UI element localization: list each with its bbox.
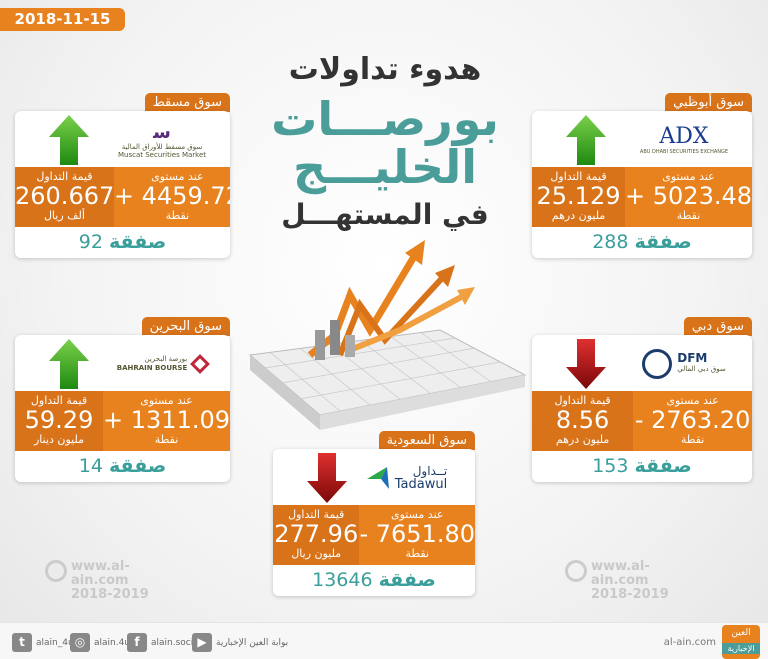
trade-value: 260.667 <box>15 182 115 210</box>
headline-line-4: في المستهـــل <box>281 198 489 231</box>
arrow-up-icon <box>49 339 89 389</box>
twitter-link[interactable]: t alain_4u <box>12 633 74 652</box>
trade-value: 277.96 <box>274 520 359 548</box>
market-name: سوق السعودية <box>378 431 475 450</box>
facebook-icon: f <box>127 633 147 652</box>
market-name: سوق مسقط <box>144 93 230 112</box>
instagram-link[interactable]: ◎ alain.4u <box>70 633 130 652</box>
rising-chart-illustration <box>248 240 527 430</box>
watermark-left: www.al-ain.com 2018-2019 <box>45 560 161 602</box>
deals-count: صفقة 288 <box>592 231 692 253</box>
index-level: + 5023.48 <box>625 182 752 210</box>
watermark-right: www.al-ain.com 2018-2019 <box>565 560 681 602</box>
arrow-up-icon <box>49 115 89 165</box>
trade-value: 25.129 <box>536 182 621 210</box>
deals-count: صفقة 92 <box>78 231 167 253</box>
twitter-icon: t <box>12 633 32 652</box>
copyright-icon <box>565 560 587 582</box>
deals-count: صفقة 153 <box>592 455 692 477</box>
arrow-down-icon <box>307 453 347 503</box>
youtube-link[interactable]: ▶ بوابة العين الإخبارية <box>192 633 288 652</box>
deals-count: صفقة 14 <box>78 455 167 477</box>
headline-line-2: بورصـــات <box>271 92 499 146</box>
dfm-logo: DFM سوق دبي المالي <box>634 345 734 383</box>
index-level: - 7651.80 <box>359 520 475 548</box>
trade-value: 59.29 <box>24 406 94 434</box>
market-name: سوق دبي <box>683 317 752 336</box>
headline-line-3: الخليـــج <box>292 140 478 194</box>
date-badge: 2018-11-15 <box>0 8 125 31</box>
arrow-down-icon <box>566 339 606 389</box>
copyright-icon <box>45 560 67 582</box>
al-ain-logo: العين الإخبارية <box>722 625 760 659</box>
trade-value: 8.56 <box>555 406 610 434</box>
instagram-icon: ◎ <box>70 633 90 652</box>
index-level: + 4459.72 <box>113 182 230 210</box>
adx-logo: ADX ABU DHABI SECURITIES EXCHANGE <box>639 124 729 156</box>
deals-count: صفقة 13646 <box>312 569 436 591</box>
market-name: سوق البحرين <box>141 317 230 336</box>
tadawul-logo: تــداول Tadawul <box>357 459 457 497</box>
facebook-link[interactable]: f alain.social <box>127 633 201 652</box>
footer: t alain_4u ◎ alain.4u f alain.social ▶ بوابة… <box>0 622 768 659</box>
index-level: - 2763.20 <box>634 406 751 434</box>
arrow-up-icon <box>566 115 606 165</box>
index-level: + 1311.09 <box>103 406 230 434</box>
site-link[interactable]: al-ain.com <box>663 637 716 648</box>
bahrain-logo: بورصة البحرين BAHRAIN BOURSE <box>112 345 212 383</box>
headline-line-1: هدوء تداولات <box>288 52 482 87</box>
muscat-logo: ﺳ سوق مسقط للأوراق المالية Muscat Securiti… <box>117 121 207 159</box>
youtube-icon: ▶ <box>192 633 212 652</box>
market-name: سوق أبوظبي <box>665 93 752 112</box>
